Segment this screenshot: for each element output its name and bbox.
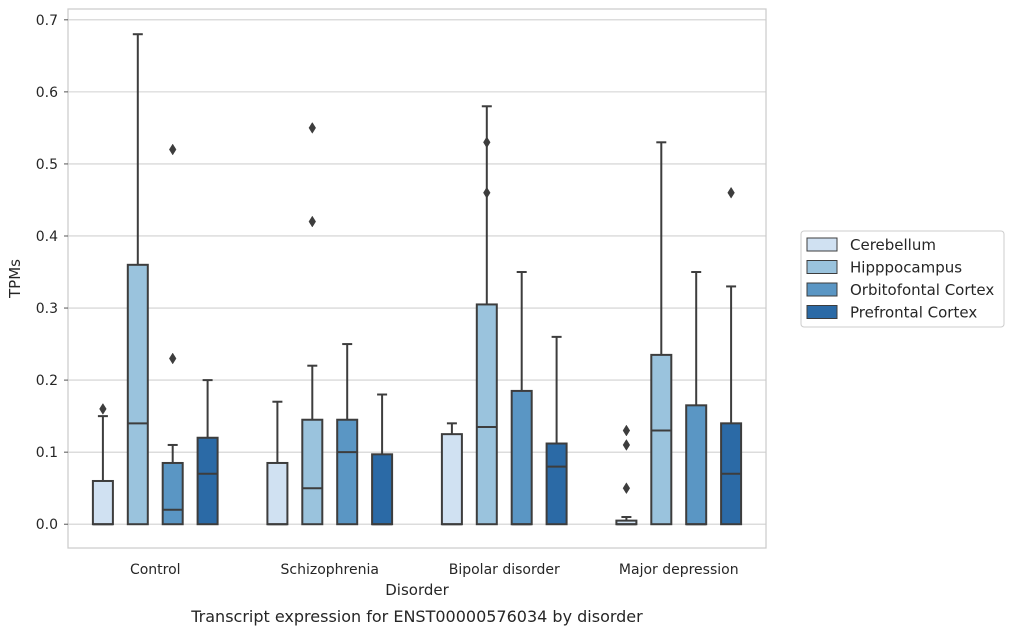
- box-body: [126, 263, 149, 526]
- box-body: [685, 404, 708, 526]
- legend-swatch: [806, 282, 838, 297]
- y-tick-label: 0.4: [36, 229, 58, 245]
- y-tick-label: 0.3: [36, 301, 58, 317]
- box-body: [91, 479, 114, 526]
- box-schizophrenia: [266, 400, 289, 526]
- outlier-point: [622, 482, 631, 495]
- box-body: [440, 433, 463, 526]
- y-tick-label: 0.2: [36, 373, 58, 389]
- box-control: [161, 143, 184, 526]
- grid-lines: [68, 19, 766, 525]
- box-major-depression: [720, 186, 743, 526]
- box-major-depression: [685, 271, 708, 526]
- box-body: [336, 418, 359, 526]
- box-body: [545, 442, 568, 526]
- series-prefrontal-cortex: [196, 186, 743, 526]
- y-axis-title: TPMs: [6, 259, 24, 299]
- plot-area-frame: [67, 8, 767, 549]
- outlier-point: [622, 439, 631, 451]
- outlier-point: [308, 122, 316, 134]
- y-tick-label: 0.6: [36, 85, 58, 101]
- series-hipppocampus: [126, 33, 673, 526]
- box-major-depression: [650, 141, 673, 526]
- y-tick-label: 0.7: [36, 13, 58, 29]
- box-body: [510, 389, 533, 526]
- box-major-depression: [615, 424, 638, 526]
- box-schizophrenia: [301, 122, 324, 526]
- x-tick-label: Control: [130, 562, 181, 578]
- box-body: [475, 303, 498, 526]
- outlier-point: [308, 215, 316, 228]
- y-tick-label: 0.1: [36, 445, 58, 461]
- box-body: [301, 418, 324, 526]
- box-schizophrenia: [336, 343, 359, 526]
- outlier-point: [727, 186, 735, 199]
- box-bipolar-disorder: [545, 335, 568, 526]
- x-tick-label: Schizophrenia: [281, 562, 379, 578]
- legend-swatch: [806, 237, 838, 252]
- box-body: [371, 453, 394, 526]
- legend-label: Orbitofontal Cortex: [850, 281, 994, 299]
- box-control: [91, 403, 114, 526]
- outlier-point: [99, 403, 107, 415]
- chart-caption: Transcript expression for ENST0000057603…: [190, 607, 643, 626]
- box-control: [126, 33, 149, 526]
- box-control: [196, 379, 219, 526]
- box-body: [266, 461, 289, 526]
- outlier-point: [169, 352, 177, 365]
- box-body: [196, 436, 219, 526]
- legend-label: Prefrontal Cortex: [850, 304, 977, 322]
- series-orbitofontal-cortex: [161, 143, 708, 526]
- y-tick-label: 0.5: [36, 157, 58, 173]
- series-cerebellum: [91, 400, 638, 526]
- box-bipolar-disorder: [510, 271, 533, 526]
- box-body: [650, 353, 673, 526]
- box-series: [91, 33, 743, 526]
- x-tick-label: Bipolar disorder: [449, 562, 560, 578]
- x-axis-title: Disorder: [385, 581, 449, 599]
- outlier-point: [483, 136, 491, 149]
- legend-label: Cerebellum: [850, 236, 936, 254]
- outlier-point: [169, 143, 177, 156]
- legend-label: Hipppocampus: [850, 259, 962, 277]
- box-bipolar-disorder: [475, 105, 498, 526]
- legend-frame: [800, 230, 1005, 328]
- box-body: [161, 461, 184, 526]
- legend-swatch: [806, 260, 838, 274]
- y-tick-label: 0.0: [36, 517, 58, 533]
- outlier-point: [622, 424, 631, 437]
- y-axis-ticks: 0.0 0.1 0.2 0.3 0.4 0.5 0.6 0.7: [36, 13, 68, 533]
- legend: Cerebellum Hipppocampus Orbitofontal Corte…: [800, 230, 1005, 328]
- outlier-point: [483, 186, 491, 199]
- x-tick-label: Major depression: [619, 562, 739, 578]
- x-axis-ticks: Control Schizophrenia Bipolar disorder Majo…: [130, 562, 739, 578]
- box-bipolar-disorder: [440, 422, 463, 526]
- legend-swatch: [806, 305, 838, 319]
- box-schizophrenia: [371, 393, 394, 526]
